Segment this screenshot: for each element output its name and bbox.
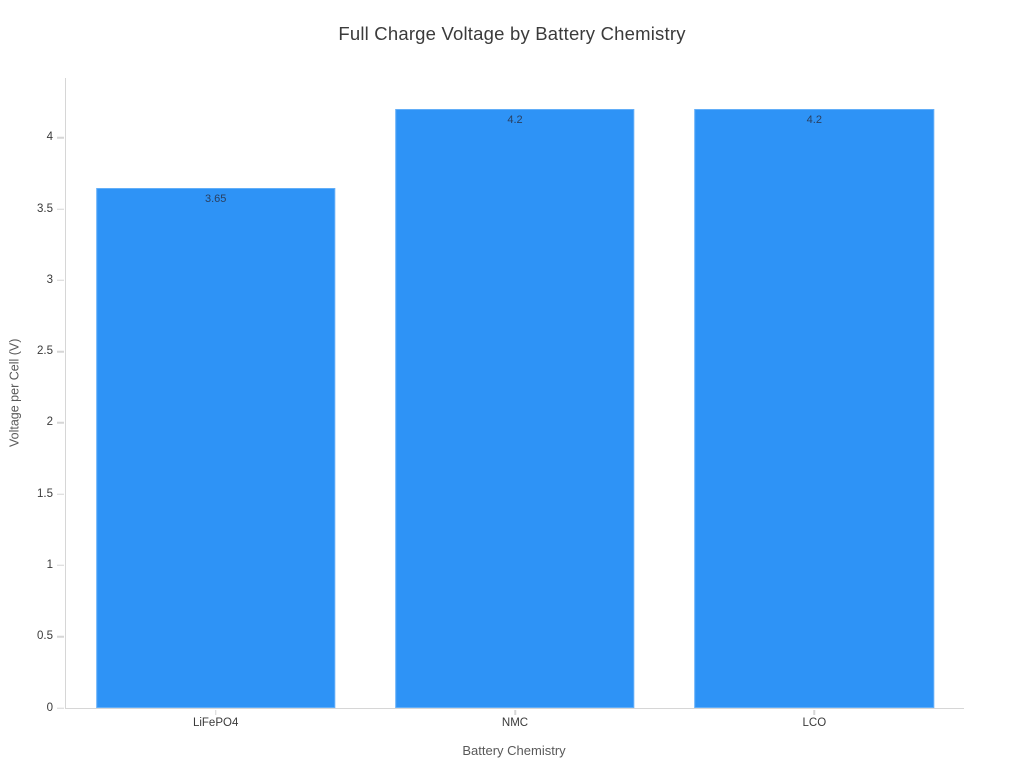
y-tick-label: 3.5 xyxy=(37,202,53,215)
y-tick-label: 2 xyxy=(46,416,53,429)
bar-value-label: 4.2 xyxy=(806,114,822,127)
chart-title: Full Charge Voltage by Battery Chemistry xyxy=(338,23,686,44)
y-tick-mark xyxy=(57,279,64,282)
plot-area: 0 0.5 1 1.5 2 2.5 3 3.5 4 3.65 LiFePO4 4.2 NMC 4.2 LCO xyxy=(37,78,964,729)
y-tick-label: 2.5 xyxy=(37,344,53,357)
bar-value-label: 4.2 xyxy=(507,114,523,127)
y-tick-mark xyxy=(57,208,64,210)
y-axis-title: Voltage per Cell (V) xyxy=(7,338,22,448)
bar: 3.65 xyxy=(95,187,336,708)
bar-value-label: 3.65 xyxy=(204,192,227,205)
bar: 4.2 xyxy=(395,109,635,708)
y-tick-mark xyxy=(57,635,64,638)
y-tick-mark xyxy=(57,564,64,567)
y-tick-label: 0 xyxy=(46,701,53,714)
x-tick-mark xyxy=(214,709,217,715)
y-tick-label: 4 xyxy=(46,131,53,144)
y-tick-label: 3 xyxy=(46,273,53,286)
x-tick-mark xyxy=(813,709,816,715)
x-tick-label: LCO xyxy=(802,717,827,729)
y-tick-label: 1.5 xyxy=(37,487,53,500)
y-tick-mark xyxy=(57,707,64,709)
y-tick-label: 1 xyxy=(46,558,53,571)
bar: 4.2 xyxy=(694,109,935,708)
x-tick-mark xyxy=(514,709,516,715)
y-tick-label: 0.5 xyxy=(37,629,53,642)
y-tick-mark xyxy=(57,350,64,353)
y-tick-mark xyxy=(57,422,64,424)
x-tick-label: LiFePO4 xyxy=(192,717,239,729)
y-tick-mark xyxy=(57,493,64,495)
x-tick-label: NMC xyxy=(501,717,529,729)
y-tick-mark xyxy=(57,137,64,139)
x-axis-title: Battery Chemistry xyxy=(462,743,566,758)
